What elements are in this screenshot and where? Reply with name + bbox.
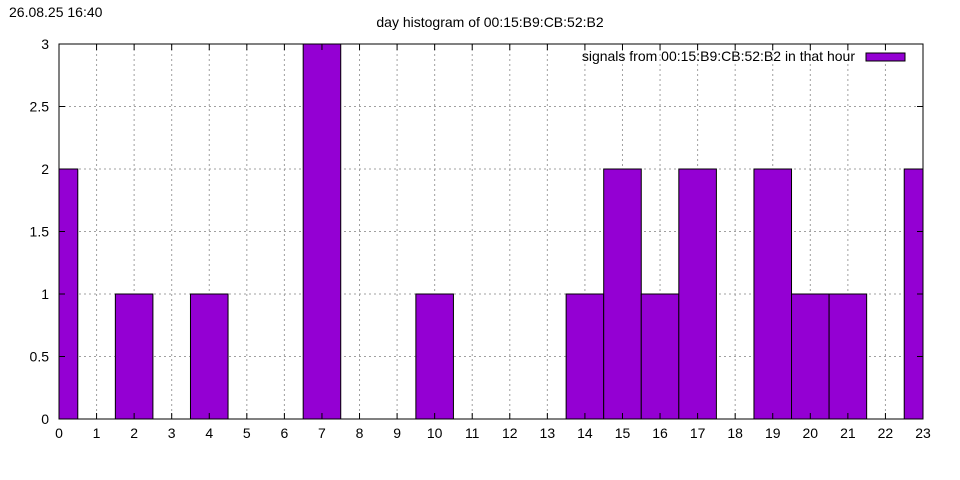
legend-swatch — [865, 52, 906, 62]
legend: signals from 00:15:B9:CB:52:B2 in that h… — [582, 48, 906, 64]
histogram-bar — [640, 293, 680, 420]
histogram-bar — [415, 293, 454, 420]
y-tick-label: 0 — [41, 411, 49, 427]
x-tick-label: 11 — [465, 425, 480, 441]
x-tick-label: 23 — [915, 425, 931, 441]
x-tick-label: 10 — [427, 425, 443, 441]
x-tick-label: 22 — [878, 425, 894, 441]
histogram-bar — [791, 293, 830, 420]
x-tick-label: 19 — [765, 425, 781, 441]
x-tick-label: 17 — [690, 425, 706, 441]
y-tick-label: 0.5 — [30, 349, 50, 365]
x-tick-label: 3 — [168, 425, 176, 441]
ticks: 0 1 2 3 4 5 6 7 8 9 10 11 12 13 14 15 16 17 18 19 20 21 22 2300… — [30, 36, 931, 441]
chart-title: day histogram of 00:15:B9:CB:52:B2 — [376, 14, 603, 30]
histogram-bar — [753, 168, 793, 420]
x-tick-label: 7 — [318, 425, 326, 441]
x-tick-label: 20 — [803, 425, 819, 441]
x-tick-label: 21 — [840, 425, 856, 441]
y-tick-label: 2.5 — [30, 99, 50, 115]
x-tick-label: 14 — [577, 425, 593, 441]
histogram-bar — [189, 293, 229, 420]
histogram-bar — [678, 168, 717, 420]
x-tick-label: 5 — [243, 425, 251, 441]
histogram-bar — [302, 43, 342, 420]
x-tick-label: 8 — [356, 425, 364, 441]
y-tick-label: 1 — [41, 286, 49, 302]
x-tick-label: 6 — [280, 425, 288, 441]
x-tick-label: 13 — [540, 425, 556, 441]
x-tick-label: 16 — [652, 425, 668, 441]
x-tick-label: 0 — [55, 425, 63, 441]
y-tick-label: 2 — [41, 161, 49, 177]
x-tick-label: 12 — [502, 425, 518, 441]
histogram-bar — [828, 293, 868, 420]
histogram-bar — [114, 293, 154, 420]
x-tick-label: 2 — [130, 425, 138, 441]
x-tick-label: 1 — [93, 425, 101, 441]
timestamp: 26.08.25 16:40 — [9, 4, 103, 20]
x-tick-label: 9 — [393, 425, 401, 441]
legend-label: signals from 00:15:B9:CB:52:B2 in that h… — [582, 48, 855, 64]
x-tick-label: 18 — [727, 425, 743, 441]
histogram-bar — [603, 168, 642, 420]
x-tick-label: 4 — [205, 425, 213, 441]
y-tick-label: 1.5 — [30, 224, 50, 240]
x-tick-label: 15 — [615, 425, 631, 441]
bars — [58, 43, 924, 420]
histogram-bar — [565, 293, 605, 420]
y-tick-label: 3 — [41, 36, 49, 52]
